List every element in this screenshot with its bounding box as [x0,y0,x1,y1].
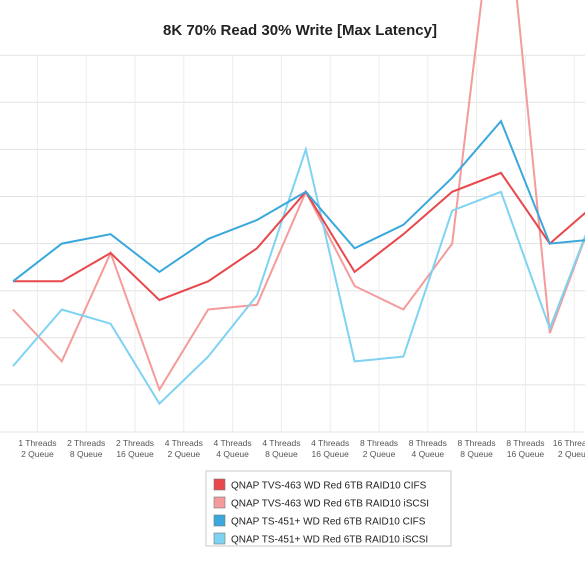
legend-label: QNAP TVS-463 WD Red 6TB RAID10 iSCSI [231,499,429,510]
x-tick-label: 8 Threads 2 Queue [360,438,398,459]
x-tick-label: 4 Threads 2 Queue [165,438,203,459]
x-tick-label: 8 Threads 8 Queue [458,438,496,459]
x-tick-label: 8 Threads 4 Queue [409,438,447,459]
legend-box [205,470,452,547]
x-tick-label: 4 Threads 4 Queue [214,438,252,459]
x-tick-label: 2 Threads 16 Queue [116,438,154,459]
series-line [12,119,585,283]
x-axis-ticks: 1 Threads 2 Queue 2 Threads 8 Queue 2 Thread… [18,438,585,459]
legend-swatch [213,478,226,491]
legend-swatch [213,496,226,509]
chart-title: 8K 70% Read 30% Write [Max Latency] [163,22,437,39]
x-tick-label: 1 Threads 2 Queue [18,438,56,459]
legend-swatch [213,532,226,545]
grid-lines [0,54,585,433]
x-tick-label: 8 Threads 16 Queue [506,438,544,459]
legend-label: QNAP TVS-463 WD Red 6TB RAID10 CIFS [231,481,427,492]
x-tick-label: 4 Threads 16 Queue [311,438,349,459]
series-lines [12,0,585,406]
x-tick-label: 2 Threads 8 Queue [67,438,105,459]
legend-swatch [213,514,226,527]
series-line [12,145,585,406]
legend-label: QNAP TS-451+ WD Red 6TB RAID10 CIFS [231,517,426,528]
legend-label: QNAP TS-451+ WD Red 6TB RAID10 iSCSI [231,535,428,546]
legend: QNAP TVS-463 WD Red 6TB RAID10 CIFS QNAP … [205,470,452,547]
x-tick-label: 4 Threads 8 Queue [262,438,300,459]
